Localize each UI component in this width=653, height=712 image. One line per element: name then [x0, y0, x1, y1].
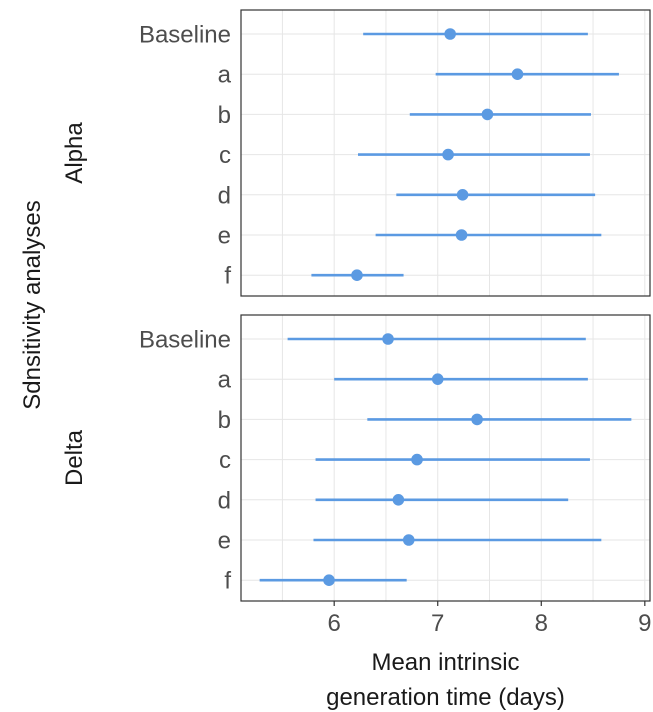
estimate-point [411, 453, 423, 466]
category-tick-label: c [219, 447, 231, 474]
estimate-point [442, 148, 454, 161]
category-tick-label: f [224, 263, 231, 290]
y-axis-title: Sdnsitivity analyses [19, 200, 46, 409]
category-tick-label: d [218, 487, 231, 514]
x-axis-title-line: generation time (days) [326, 684, 565, 711]
estimate-point [481, 108, 494, 121]
grid-layer [241, 10, 650, 601]
category-tick-label: f [224, 568, 231, 595]
category-tick-label: e [218, 528, 231, 555]
panel-frame [240, 9, 651, 297]
panel-frames [240, 9, 651, 602]
panel-label: Alpha [61, 122, 88, 184]
category-tick-label: b [218, 102, 231, 129]
category-tick-label: c [219, 142, 231, 169]
x-axis-title-line: Mean intrinsic [371, 649, 519, 676]
x-axis-title: Mean intrinsic generation time (days) [326, 649, 565, 711]
category-tick-label: Baseline [139, 22, 231, 49]
category-tick-label: Baseline [139, 327, 231, 354]
category-tick-label: e [218, 223, 231, 250]
data-marks [259, 28, 632, 586]
estimate-point [431, 373, 444, 386]
panel-frame [240, 314, 651, 602]
x-tick-label: 7 [431, 610, 444, 637]
category-tick-label: a [218, 62, 232, 89]
estimate-point [471, 413, 483, 426]
estimate-point [444, 28, 456, 40]
estimate-point [351, 269, 363, 282]
estimate-point [511, 68, 524, 80]
estimate-point [392, 494, 405, 506]
category-tick-label: b [218, 407, 231, 434]
panel-label: Delta [61, 429, 88, 486]
estimate-point [455, 229, 468, 241]
x-tick-label: 9 [638, 610, 651, 637]
estimate-point [323, 574, 335, 586]
x-tick-label: 6 [328, 610, 341, 637]
estimate-point [456, 189, 469, 201]
estimate-point [402, 534, 415, 546]
category-tick-label: a [218, 367, 232, 394]
estimate-point [382, 333, 394, 345]
x-tick-label: 8 [535, 610, 548, 637]
category-tick-label: d [218, 182, 231, 209]
